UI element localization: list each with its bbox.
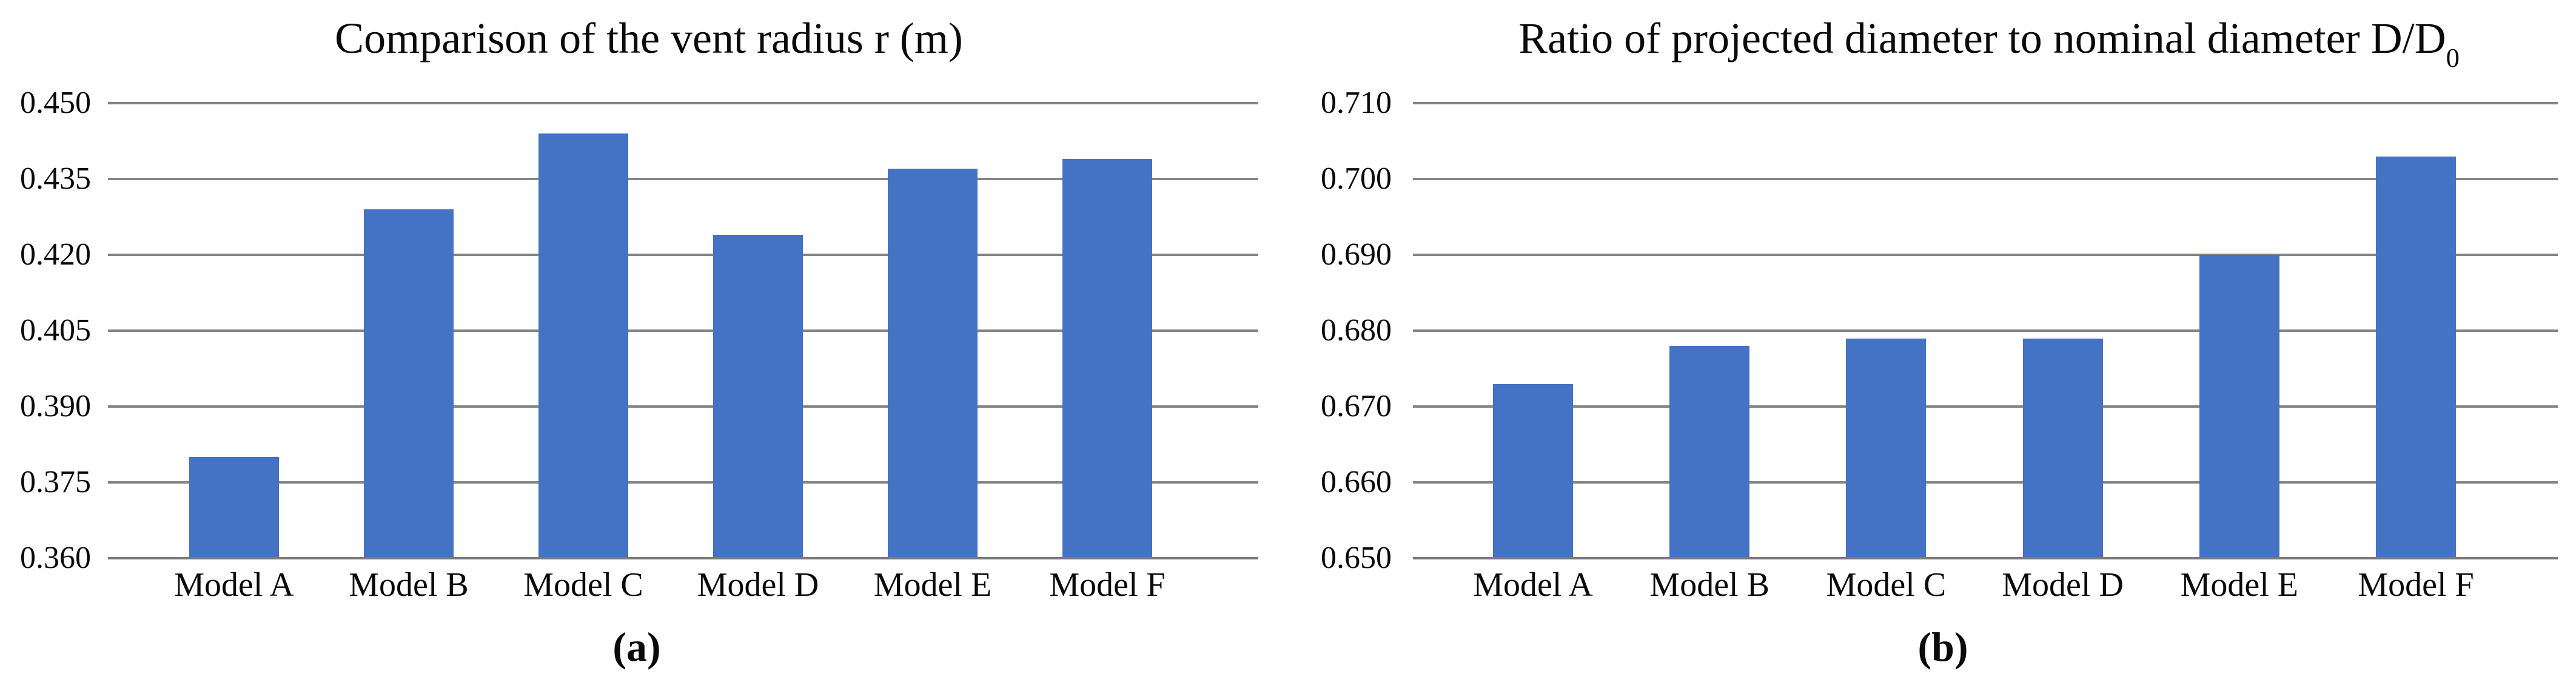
y-axis-tick-label: 0.420 — [20, 237, 91, 272]
category-label-model-b: Model B — [349, 566, 469, 604]
x-axis-line — [1413, 557, 2558, 559]
category-label-model-a: Model A — [174, 566, 294, 604]
bar-model-c — [538, 133, 628, 558]
chart-b-title-subscript: 0 — [2446, 42, 2460, 73]
bar-model-a — [1493, 383, 1573, 558]
category-label-model-d: Model D — [697, 566, 819, 604]
bar-model-a — [189, 457, 279, 558]
y-axis-tick-label: 0.710 — [1321, 86, 1392, 120]
category-label-model-c: Model C — [1826, 566, 1947, 604]
bar-model-d — [713, 234, 803, 558]
y-axis-tick-label: 0.390 — [20, 389, 91, 424]
category-label-model-e: Model E — [2180, 566, 2298, 604]
bar-model-b — [1669, 346, 1750, 558]
bar-model-d — [2022, 338, 2103, 558]
y-axis-tick-label: 0.690 — [1321, 237, 1392, 272]
y-axis-tick-label: 0.375 — [20, 465, 91, 499]
y-axis-tick-label: 0.360 — [20, 541, 91, 575]
gridline — [108, 178, 1258, 180]
y-axis-tick-label: 0.670 — [1321, 389, 1392, 424]
y-axis-tick-label: 0.450 — [20, 86, 91, 120]
x-axis-line — [108, 557, 1258, 559]
y-axis-tick-label: 0.660 — [1321, 465, 1392, 499]
bar-model-b — [364, 209, 454, 558]
subfigure-label-a: (a) — [612, 624, 661, 670]
chart-b-title-text: Ratio of projected diameter to nominal d… — [1518, 14, 2446, 62]
chart-a-title: Comparison of the vent radius r (m) — [335, 11, 963, 66]
category-label-model-d: Model D — [2002, 566, 2124, 604]
category-label-model-a: Model A — [1473, 566, 1593, 604]
gridline — [108, 254, 1258, 256]
y-axis-tick-label: 0.405 — [20, 313, 91, 348]
bar-model-f — [2376, 156, 2456, 558]
category-label-model-b: Model B — [1649, 566, 1769, 604]
chart-b-title: Ratio of projected diameter to nominal d… — [1518, 11, 2460, 72]
y-axis-tick-label: 0.435 — [20, 161, 91, 196]
subfigure-label-b: (b) — [1917, 624, 1968, 670]
gridline — [108, 405, 1258, 408]
chart-a-title-text: Comparison of the vent radius r (m) — [335, 14, 963, 62]
bar-model-e — [888, 169, 978, 558]
gridline — [1413, 329, 2558, 332]
category-label-model-f: Model F — [1049, 566, 1166, 604]
gridline — [1413, 178, 2558, 180]
y-axis-tick-label: 0.650 — [1321, 541, 1392, 575]
category-label-model-f: Model F — [2358, 566, 2474, 604]
bar-model-e — [2199, 255, 2279, 558]
y-axis-tick-label: 0.700 — [1321, 161, 1392, 196]
gridline — [108, 481, 1258, 484]
bar-model-c — [1846, 338, 1927, 558]
category-label-model-e: Model E — [873, 566, 992, 604]
gridline — [108, 102, 1258, 104]
y-axis-tick-label: 0.680 — [1321, 313, 1392, 348]
gridline — [108, 329, 1258, 332]
gridline — [1413, 405, 2558, 408]
gridline — [1413, 102, 2558, 104]
gridline — [1413, 254, 2558, 256]
category-label-model-c: Model C — [523, 566, 643, 604]
bar-model-f — [1062, 158, 1152, 558]
gridline — [1413, 481, 2558, 484]
